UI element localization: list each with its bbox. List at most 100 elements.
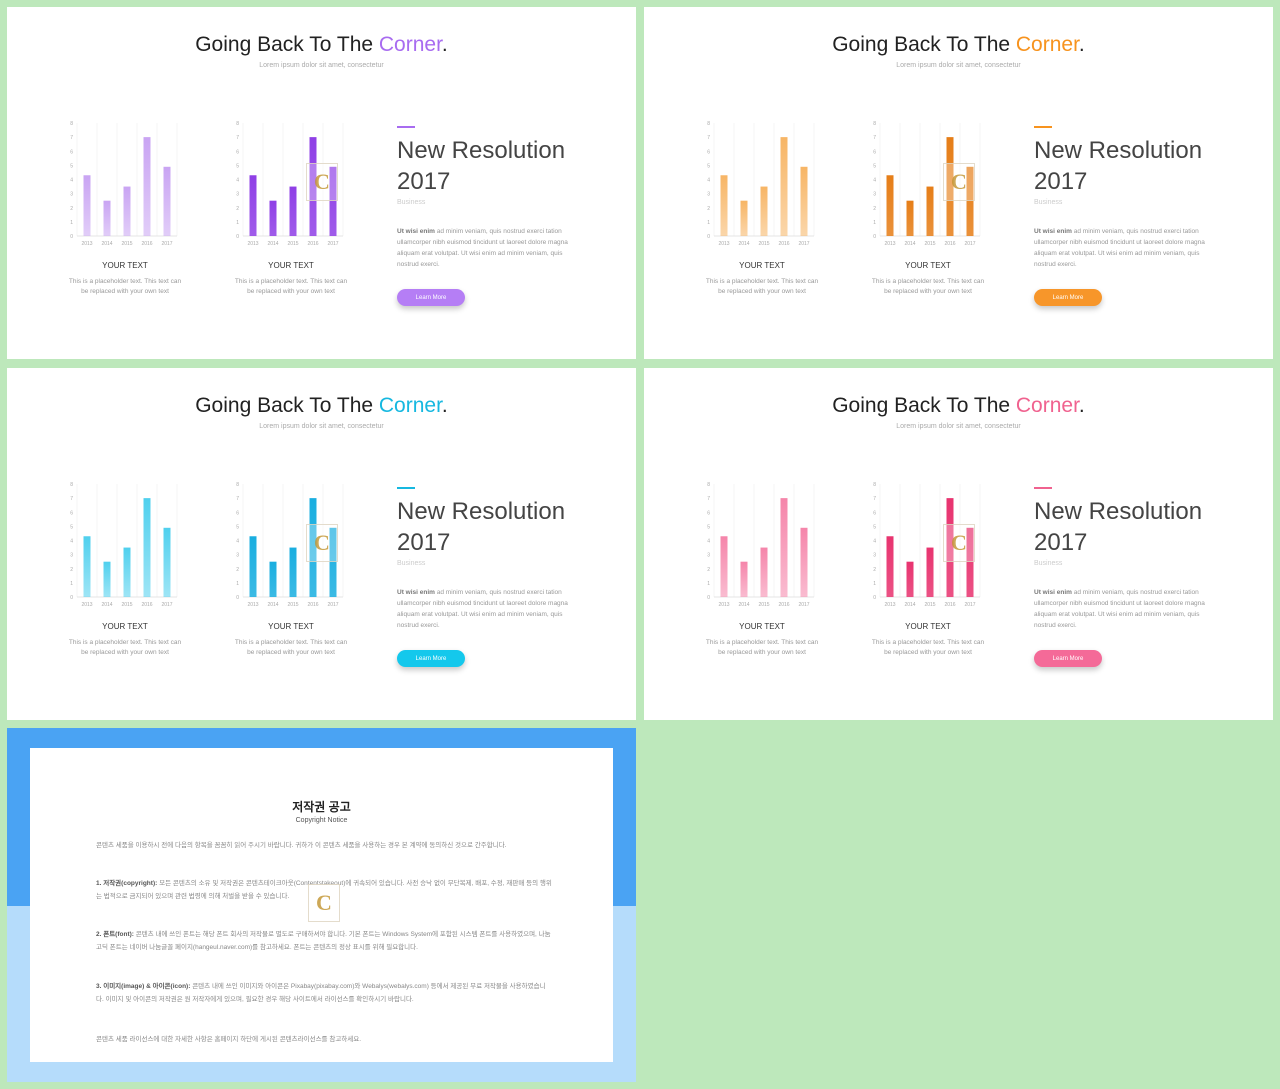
bar-2014 [740,200,748,236]
y-tick-label: 8 [236,482,239,488]
x-tick-label: 2016 [307,602,318,608]
slide-pink: Going Back To The Corner. Lorem ipsum dol… [644,368,1273,720]
slide-subtitle: Lorem ipsum dolor sit amet, consectetur [259,62,384,69]
bar-chart: 0 1 2 3 4 5 6 7 8 2013 2014 2015 2016 2017 [70,121,178,247]
slide-title: Going Back To The Corner. [644,394,1273,418]
section-heading-line1: New Resolution [1034,498,1203,525]
x-tick-label: 2015 [758,602,769,608]
y-tick-label: 2 [236,206,239,212]
y-tick-label: 4 [873,539,876,545]
section-heading: New Resolution 2017 [1034,135,1234,197]
section-body-bold: Ut wisi enim [397,589,435,596]
bar-2016 [143,498,151,597]
item-description: This is a placeholder text. This text ca… [871,639,985,656]
y-tick-label: 1 [707,581,710,587]
item-label: YOUR TEXT [739,261,785,270]
accent-line [1034,487,1052,489]
x-tick-label: 2016 [141,241,152,247]
y-tick-label: 1 [707,220,710,226]
section-heading-line1: New Resolution [1034,137,1203,164]
y-tick-label: 1 [236,220,239,226]
y-tick-label: 1 [70,220,73,226]
y-tick-label: 2 [236,567,239,573]
y-tick-label: 1 [70,581,73,587]
chart-1: 0 1 2 3 4 5 6 7 8 2013 2014 2015 2016 2017 [702,115,822,247]
item-label: YOUR TEXT [102,622,148,631]
y-tick-label: 3 [236,553,239,559]
y-tick-label: 4 [236,178,239,184]
y-tick-label: 8 [236,121,239,127]
slide-title-main: Going Back To The [195,33,379,56]
item-label: YOUR TEXT [739,622,785,631]
accent-line [397,126,415,128]
y-tick-label: 6 [873,510,876,516]
bar-2016 [143,137,151,236]
watermark-logo: C [306,163,338,201]
copyright-section-2-heading: 2. 폰트(font): [96,931,134,938]
learn-more-button[interactable]: Learn More [397,289,465,306]
bar-2015 [926,547,934,597]
y-tick-label: 1 [873,220,876,226]
learn-more-button[interactable]: Learn More [397,650,465,667]
bar-2014 [906,200,914,236]
y-tick-label: 2 [70,206,73,212]
bar-chart: 0 1 2 3 4 5 6 7 8 2013 2014 2015 2016 2017 [707,121,815,247]
y-tick-label: 0 [873,234,876,240]
bar-2013 [83,175,91,236]
bar-chart: 0 1 2 3 4 5 6 7 8 2013 2014 2015 2016 2017 [236,482,344,608]
y-tick-label: 1 [873,581,876,587]
bar-2017 [966,527,974,597]
item-description: This is a placeholder text. This text ca… [705,278,819,295]
x-tick-label: 2017 [798,602,809,608]
x-tick-label: 2016 [307,241,318,247]
x-tick-label: 2016 [778,602,789,608]
section-body-text: ad minim veniam, quis nostrud exerci tat… [397,589,568,629]
section-body-bold: Ut wisi enim [1034,228,1072,235]
y-tick-label: 8 [707,482,710,488]
bar-chart: 0 1 2 3 4 5 6 7 8 2013 2014 2015 2016 2017 [873,482,981,608]
y-tick-label: 6 [70,510,73,516]
y-tick-label: 8 [873,121,876,127]
y-tick-label: 0 [707,234,710,240]
bar-2013 [249,536,257,597]
section-heading: New Resolution 2017 [1034,496,1234,558]
chart-1: 0 1 2 3 4 5 6 7 8 2013 2014 2015 2016 2017 [65,476,185,608]
x-tick-label: 2016 [778,241,789,247]
y-tick-label: 5 [236,524,239,530]
bar-chart: 0 1 2 3 4 5 6 7 8 2013 2014 2015 2016 2017 [873,121,981,247]
y-tick-label: 3 [70,192,73,198]
y-tick-label: 0 [707,595,710,601]
x-tick-label: 2015 [924,602,935,608]
bar-chart: 0 1 2 3 4 5 6 7 8 2013 2014 2015 2016 2017 [707,482,815,608]
x-tick-label: 2015 [287,602,298,608]
bar-2014 [103,561,111,597]
learn-more-button[interactable]: Learn More [1034,289,1102,306]
section-body: Ut wisi enim ad minim veniam, quis nostr… [1034,587,1222,631]
bar-2017 [966,166,974,236]
y-tick-label: 0 [236,234,239,240]
chart-2: 0 1 2 3 4 5 6 7 8 2013 2014 2015 2016 2017 [231,476,351,608]
section-body: Ut wisi enim ad minim veniam, quis nostr… [397,226,585,270]
slide-title-accent: Corner [1015,394,1079,417]
item-description: This is a placeholder text. This text ca… [234,278,348,295]
x-tick-label: 2016 [944,241,955,247]
bar-2017 [800,166,808,236]
chart-1: 0 1 2 3 4 5 6 7 8 2013 2014 2015 2016 2017 [65,115,185,247]
watermark-logo: C [308,884,340,922]
item-description: This is a placeholder text. This text ca… [234,639,348,656]
slide-orange: Going Back To The Corner. Lorem ipsum dol… [644,7,1273,359]
y-tick-label: 6 [236,149,239,155]
y-tick-label: 3 [236,192,239,198]
section-body: Ut wisi enim ad minim veniam, quis nostr… [397,587,585,631]
copyright-section-1: 1. 저작권(copyright): 모든 콘텐츠의 소유 및 저작권은 콘텐츠… [96,878,552,903]
slide-title-main: Going Back To The [195,394,379,417]
learn-more-button[interactable]: Learn More [1034,650,1102,667]
x-tick-label: 2017 [161,241,172,247]
slide-title-accent: Corner [378,33,442,56]
section-body: Ut wisi enim ad minim veniam, quis nostr… [1034,226,1222,270]
bar-2014 [103,200,111,236]
x-tick-label: 2013 [81,602,92,608]
copyright-section-3: 3. 이미지(image) & 아이콘(icon): 콘텐츠 내에 쓰인 이미지… [96,981,552,1006]
section-body-text: ad minim veniam, quis nostrud exerci tat… [1034,228,1205,268]
x-tick-label: 2013 [247,602,258,608]
